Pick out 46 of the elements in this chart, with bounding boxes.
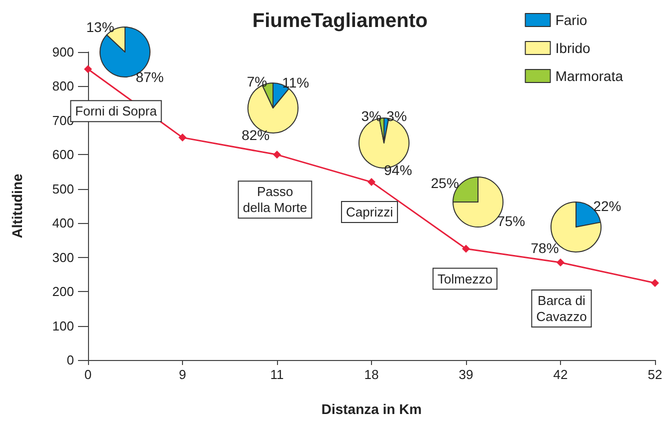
data-label: 87% <box>136 68 164 85</box>
x-tick-label: 9 <box>178 367 186 382</box>
annotation: Tolmezzo <box>438 271 492 286</box>
chart-title: FiumeTagliamento <box>252 10 428 32</box>
point <box>178 134 186 142</box>
data-label: 94% <box>384 162 412 178</box>
x-axis-title: Distanza in Km <box>321 401 422 417</box>
point <box>368 178 376 186</box>
x-tick-label: 11 <box>270 367 284 382</box>
annotation: Caprizzi <box>346 204 394 220</box>
legend-label: Marmorata <box>555 68 624 84</box>
y-tick-label: 600 <box>52 147 74 162</box>
legend-label: Fario <box>555 12 588 28</box>
data-label: 3% <box>386 108 407 124</box>
y-tick-label: 800 <box>52 78 74 94</box>
y-tick-label: 900 <box>52 44 74 60</box>
y-axis-title: Altitudine <box>9 174 25 238</box>
point <box>273 150 281 159</box>
data-label: 75% <box>497 213 526 230</box>
data-label: 11% <box>282 74 310 91</box>
point <box>556 258 564 266</box>
legend-label: Ibrido <box>555 40 591 56</box>
data-label: 22% <box>593 198 622 214</box>
annotation: Passo della Morte <box>242 184 308 216</box>
data-label: 13% <box>86 19 114 36</box>
y-tick-label: 400 <box>52 216 74 231</box>
x-tick-label: 52 <box>648 367 662 382</box>
y-tick-label: 500 <box>52 181 74 196</box>
x-tick-label: 39 <box>458 367 474 382</box>
data-label: 7% <box>246 74 268 90</box>
point <box>462 244 470 253</box>
y-tick-label: 200 <box>52 284 74 300</box>
y-tick-label: 0 <box>66 352 74 368</box>
data-label: 78% <box>530 240 559 256</box>
data-label: 25% <box>430 174 459 191</box>
x-tick-label: 0 <box>84 367 92 382</box>
y-tick-label: 300 <box>52 250 74 265</box>
data-label: 82% <box>242 126 270 143</box>
x-tick-label: 18 <box>364 367 379 382</box>
point <box>84 65 92 74</box>
annotation: Barca di Cavazzo <box>536 292 587 324</box>
annotation: Forni di Sopra <box>75 104 158 119</box>
x-tick-label: 42 <box>553 367 568 382</box>
y-tick-label: 100 <box>52 318 74 334</box>
data-label: 3% <box>361 108 382 124</box>
point <box>651 279 659 287</box>
